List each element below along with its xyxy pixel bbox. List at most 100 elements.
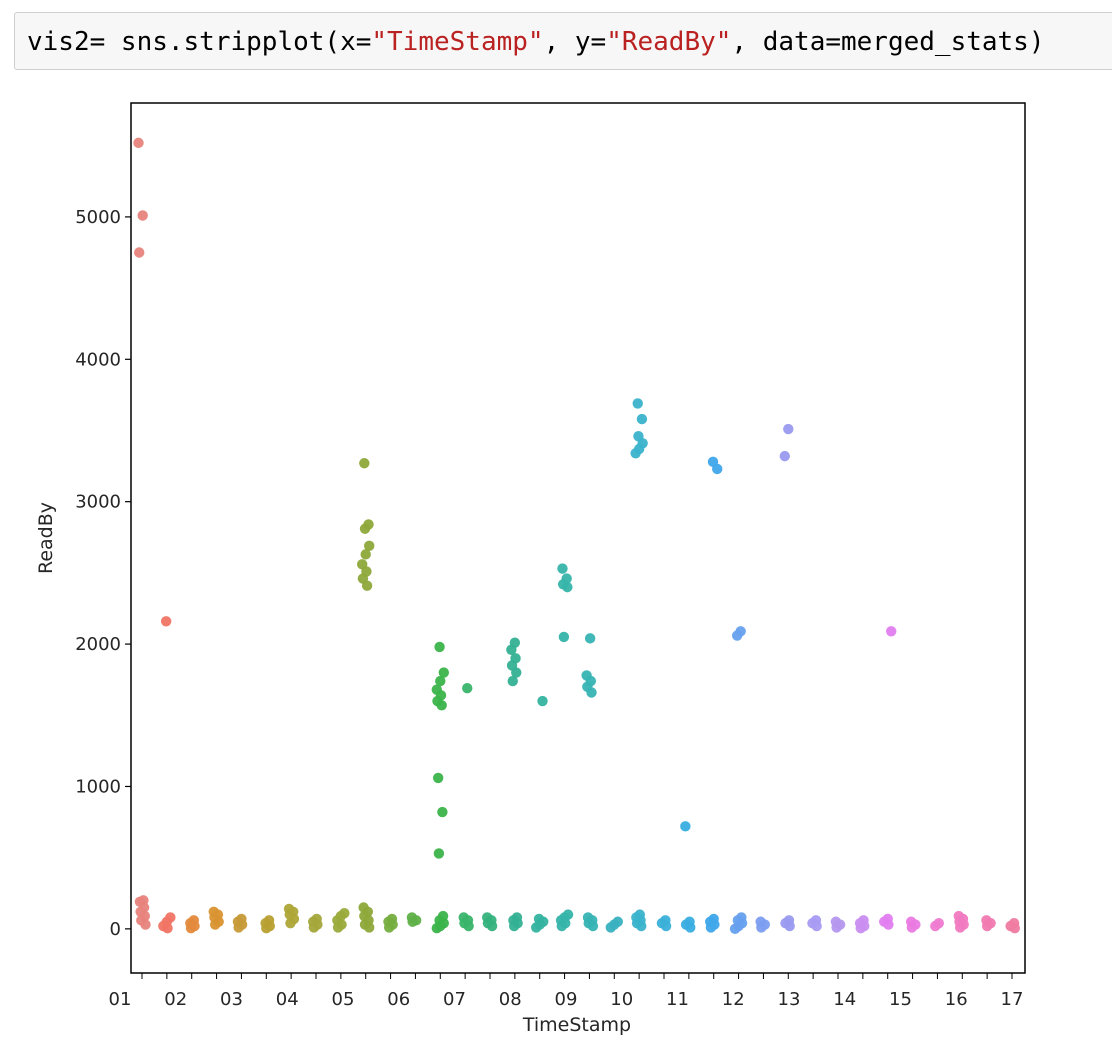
x-tick-label: 17 [1001, 989, 1024, 1010]
strip-point [731, 630, 743, 641]
x-tick-label: 13 [778, 989, 801, 1010]
strip-point [160, 616, 172, 627]
strip-point [930, 920, 941, 932]
strip-point [462, 683, 473, 694]
strip-point [636, 920, 647, 932]
code-line[interactable]: vis2= sns.stripplot(x="TimeStamp", y="Re… [27, 26, 1045, 58]
strip-point [134, 247, 145, 258]
code-token: , y= [543, 27, 607, 57]
y-tick-label: 4000 [75, 349, 121, 370]
strip-point [729, 923, 741, 935]
strip-point [630, 448, 641, 459]
x-tick-label: 01 [109, 989, 132, 1010]
y-tick-label: 1000 [75, 776, 121, 797]
code-string-token: "TimeStamp" [371, 27, 544, 57]
x-axis-title: TimeStamp [522, 1014, 631, 1036]
strip-point [407, 916, 418, 927]
code-string-token: "ReadBy" [606, 27, 732, 57]
strip-point [383, 922, 395, 933]
strip-point [831, 922, 842, 933]
x-tick-label: 16 [945, 989, 968, 1010]
x-tick-label: 15 [889, 989, 912, 1010]
strip-point [436, 700, 447, 711]
strip-point [779, 450, 790, 462]
x-tick-label: 11 [666, 989, 689, 1010]
stripplot-chart: 0 1000 2000 3000 4000 5000 01 02 03 04 05 06 07 08 09… [35, 102, 1026, 1036]
output-area: 0 1000 2000 3000 4000 5000 01 02 03 04 05 06 07 08 09… [0, 86, 1112, 1050]
strip-point [605, 922, 616, 933]
strip-point [432, 772, 444, 784]
strip-point [556, 920, 567, 932]
y-tick-label: 0 [110, 919, 121, 940]
strip-point [783, 423, 794, 435]
strip-point [954, 922, 966, 933]
y-axis: 0 1000 2000 3000 4000 5000 [75, 207, 131, 940]
strip-point [705, 922, 717, 933]
strip-point [209, 919, 221, 930]
strip-point [680, 821, 691, 832]
x-tick-label: 09 [555, 989, 578, 1010]
strip-point [811, 920, 822, 932]
strip-point [883, 919, 894, 930]
strip-point [511, 667, 522, 678]
strip-point [162, 922, 173, 934]
strip-point [558, 631, 570, 643]
strip-point [285, 917, 296, 929]
strip-point [433, 848, 445, 859]
x-tick-label: 10 [610, 989, 633, 1010]
strip-point [434, 641, 445, 653]
strip-point [435, 675, 446, 687]
strip-point [562, 581, 573, 593]
x-tick-label: 12 [722, 989, 745, 1010]
strip-point [587, 920, 599, 932]
strip-point [364, 540, 375, 552]
x-tick-label: 08 [499, 989, 522, 1010]
strip-point [359, 523, 371, 534]
strip-point [906, 922, 918, 933]
strip-point [233, 922, 244, 933]
strip-point [361, 580, 373, 591]
strip-point [855, 922, 866, 934]
strip-point [364, 922, 375, 933]
strip-point [537, 695, 548, 707]
strip-point [360, 549, 371, 560]
strip-point [261, 922, 272, 934]
strip-point [1009, 922, 1020, 934]
strip-point [886, 626, 897, 637]
strip-point [507, 675, 518, 687]
strip-point [185, 922, 197, 934]
strip-point [133, 137, 144, 149]
strip-point [636, 413, 648, 425]
strip-point [308, 922, 320, 933]
x-tick-label: 05 [332, 989, 355, 1010]
strip-point [438, 667, 449, 678]
strip-point [784, 920, 795, 932]
y-tick-label: 2000 [75, 634, 121, 655]
strip-point [531, 922, 542, 933]
x-tick-label: 03 [220, 989, 243, 1010]
strip-point [140, 919, 151, 930]
strip-point [137, 210, 148, 221]
code-cell[interactable]: vis2= sns.stripplot(x="TimeStamp", y="Re… [14, 12, 1112, 70]
x-tick-label: 14 [833, 989, 856, 1010]
y-axis-title: ReadBy [35, 502, 57, 574]
strip-point [712, 463, 723, 475]
data-points [133, 137, 1020, 935]
x-tick-label: 02 [164, 989, 187, 1010]
strip-point [463, 920, 474, 932]
strip-point [632, 398, 643, 409]
strip-point [586, 687, 597, 698]
strip-point [437, 806, 448, 818]
x-axis: 01 02 03 04 05 06 07 08 09 10 11 12 13 14 15 16 17 [109, 973, 1024, 1010]
strip-point [431, 922, 442, 934]
strip-point [359, 458, 370, 469]
x-tick-label: 06 [387, 989, 410, 1010]
strip-point [332, 922, 344, 933]
strip-point [557, 563, 568, 574]
y-tick-label: 5000 [75, 207, 121, 228]
code-token: vis2= sns.stripplot(x= [27, 27, 372, 57]
strip-point [506, 644, 517, 655]
strip-point [981, 920, 993, 932]
x-tick-label: 04 [276, 989, 299, 1010]
strip-point [756, 922, 767, 933]
